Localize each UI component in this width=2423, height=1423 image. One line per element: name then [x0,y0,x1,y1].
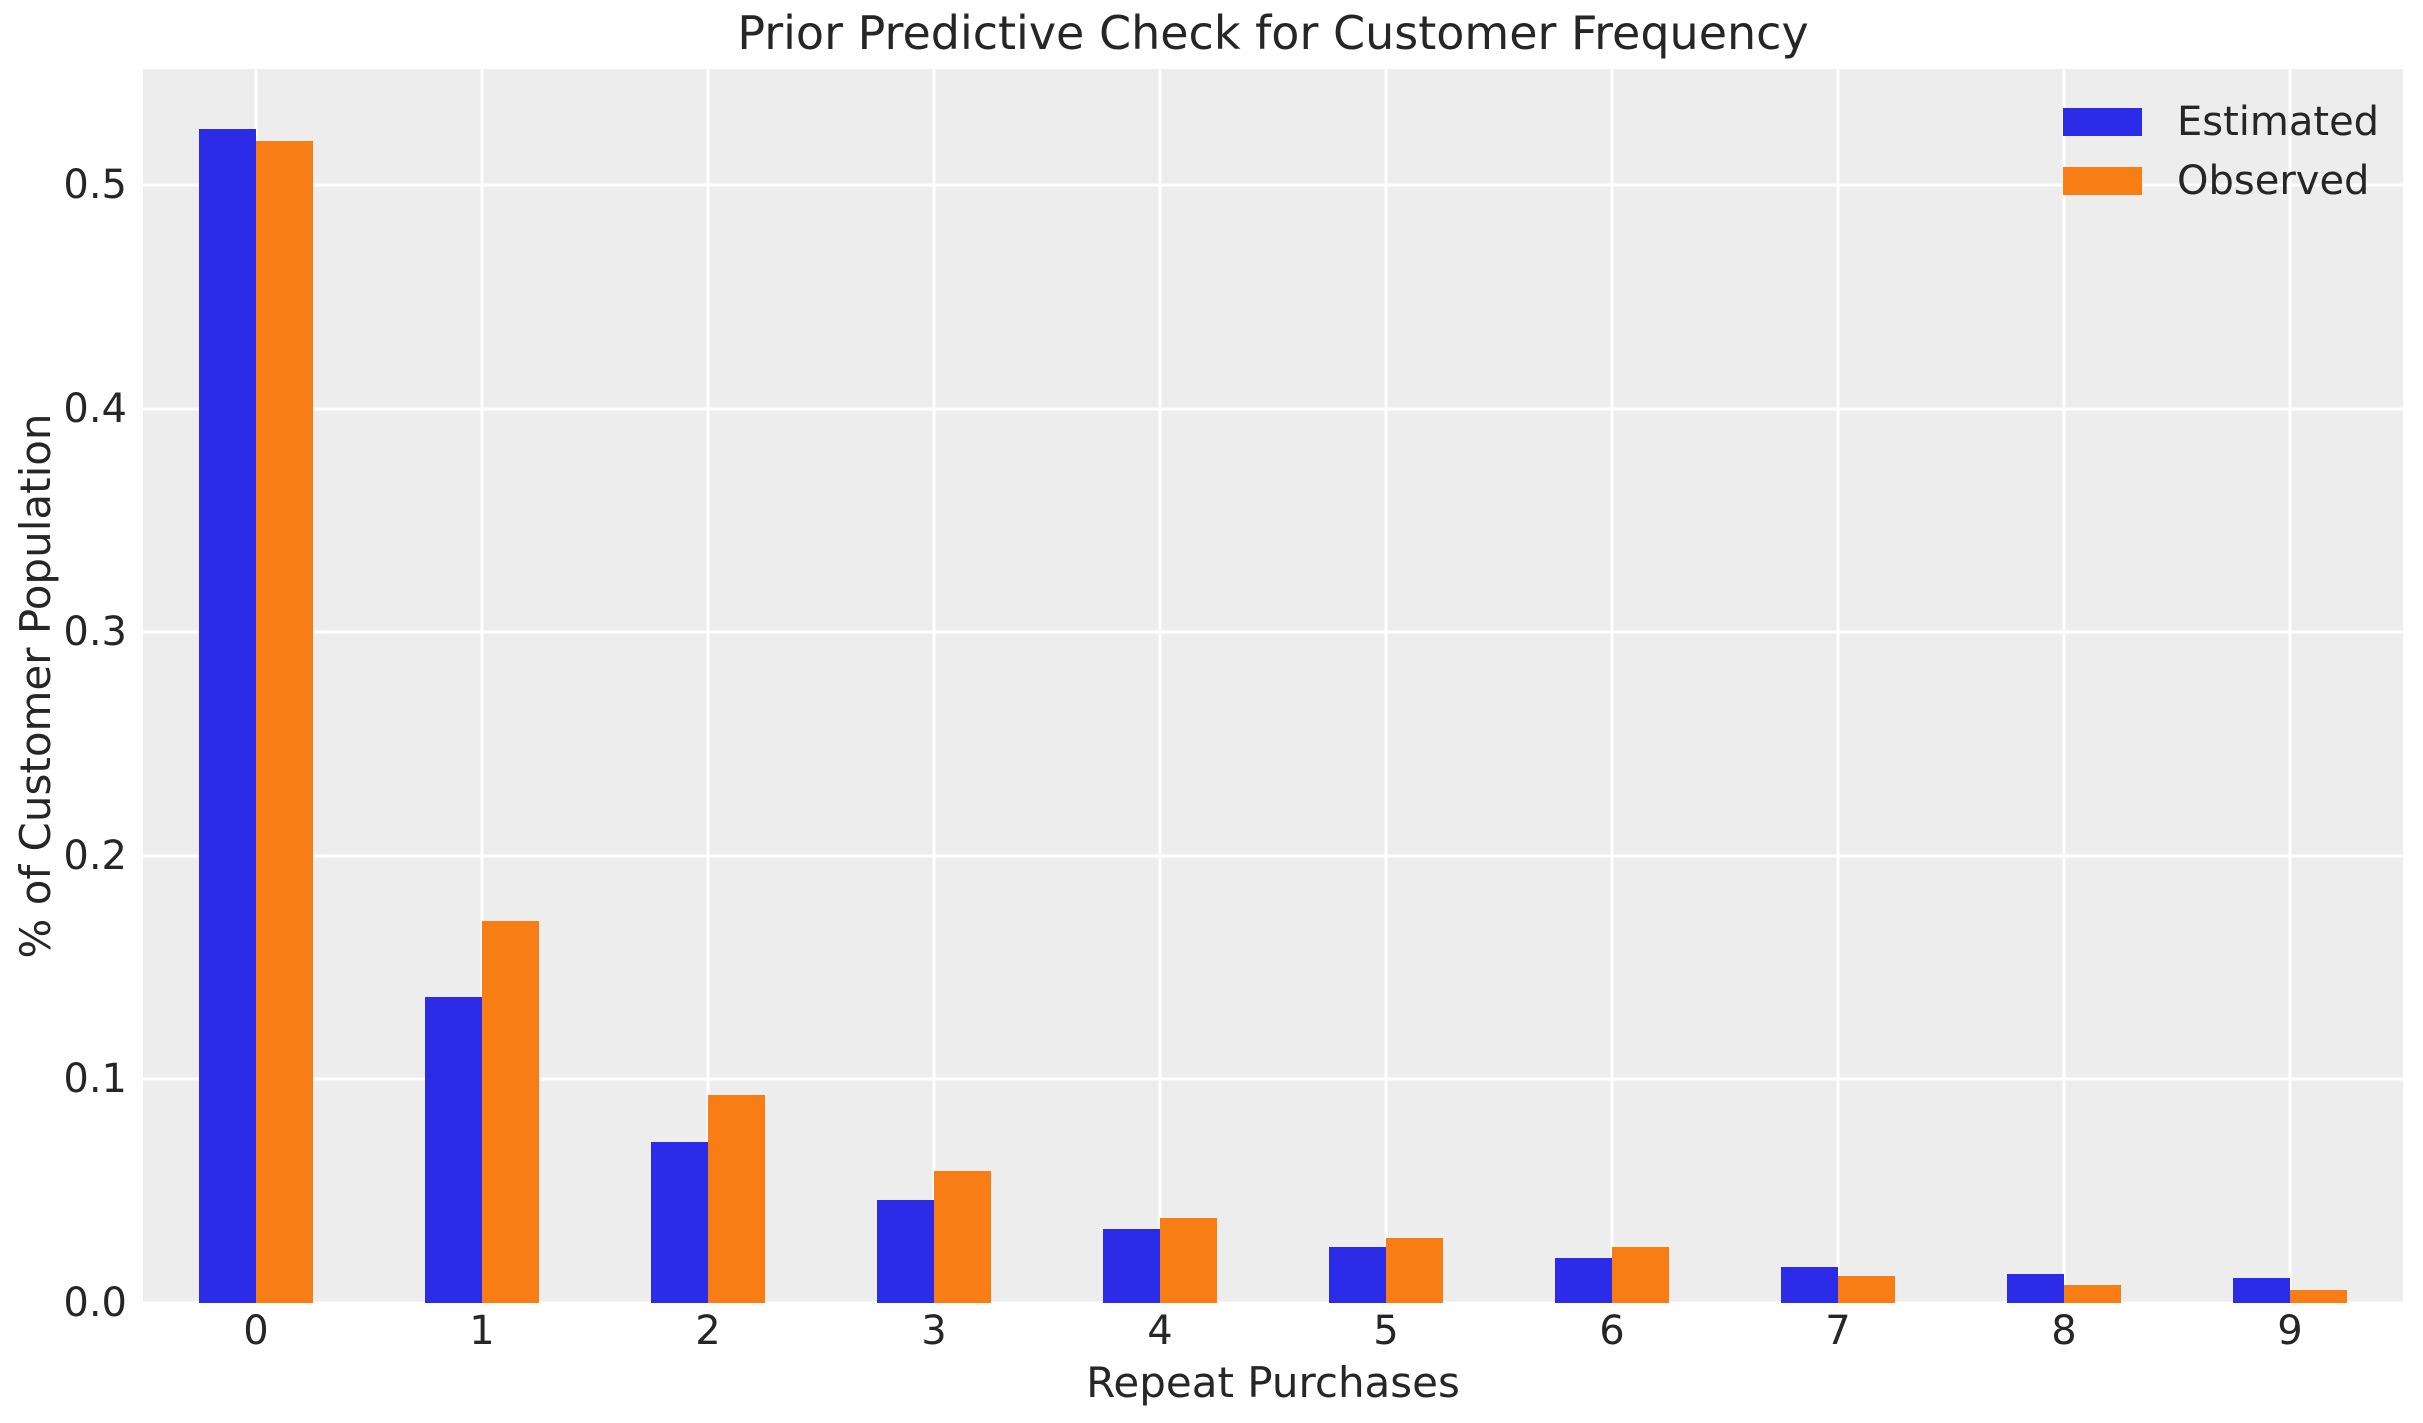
x-tick-label-1: 1 [469,1308,495,1354]
bar-observed-6 [1612,1247,1669,1303]
bar-observed-3 [934,1171,991,1303]
bar-estimated-7 [1781,1267,1838,1303]
y-tick-label-0.1: 0.1 [63,1056,127,1103]
bar-observed-2 [708,1095,765,1303]
bar-estimated-9 [2233,1278,2290,1303]
x-tick-label-4: 4 [1147,1308,1173,1354]
gridline-v-4 [1158,69,1162,1303]
legend-swatch-observed [2063,167,2142,195]
bar-estimated-6 [1555,1258,1612,1303]
bar-estimated-4 [1103,1229,1160,1303]
gridline-v-1 [480,69,484,1303]
plot-area [143,69,2403,1305]
gridline-v-9 [2288,69,2292,1303]
x-tick-label-2: 2 [695,1308,721,1354]
gridline-h-0.4 [143,407,2403,411]
legend-row-estimated: Estimated [2063,102,2379,142]
bar-observed-1 [482,920,539,1303]
gridline-v-2 [706,69,710,1303]
bar-estimated-0 [199,129,256,1303]
y-tick-label-0.0: 0.0 [63,1280,127,1326]
x-tick-label-8: 8 [2051,1308,2077,1354]
y-tick-label-0.5: 0.5 [63,162,127,209]
gridline-v-5 [1384,69,1388,1303]
x-axis-label: Repeat Purchases [1086,1358,1460,1407]
bar-estimated-5 [1329,1247,1386,1303]
x-tick-label-3: 3 [921,1308,947,1354]
y-tick-label-0.2: 0.2 [63,832,127,879]
bar-observed-0 [256,140,313,1303]
gridline-h-0.0 [143,1301,2403,1305]
x-tick-label-6: 6 [1599,1308,1625,1354]
x-tick-label-9: 9 [2277,1308,2303,1354]
bar-observed-5 [1386,1238,1443,1303]
bar-estimated-8 [2007,1273,2064,1303]
legend-label-observed: Observed [2177,158,2370,204]
legend-label-estimated: Estimated [2177,99,2380,145]
y-tick-label-0.4: 0.4 [63,385,127,432]
legend: Estimated Observed [2063,102,2379,226]
gridline-v-3 [932,69,936,1303]
chart-title: Prior Predictive Check for Customer Freq… [737,6,1809,60]
bar-observed-4 [1160,1218,1217,1303]
gridline-h-0.3 [143,630,2403,634]
gridline-v-7 [1836,69,1840,1303]
bar-estimated-2 [651,1142,708,1303]
x-tick-label-5: 5 [1373,1308,1399,1354]
y-tick-label-0.3: 0.3 [63,609,127,656]
x-tick-label-7: 7 [1825,1308,1851,1354]
bar-estimated-3 [877,1200,934,1303]
y-axis-label: % of Customer Population [11,413,60,959]
x-tick-label-0: 0 [243,1308,269,1354]
legend-swatch-estimated [2063,108,2142,136]
bar-estimated-1 [425,996,482,1303]
bar-observed-7 [1838,1276,1895,1303]
gridline-v-6 [1610,69,1614,1303]
legend-row-observed: Observed [2063,161,2379,201]
gridline-v-8 [2062,69,2066,1303]
bar-observed-9 [2290,1289,2347,1303]
gridline-h-0.5 [143,183,2403,187]
gridline-h-0.2 [143,854,2403,858]
gridline-h-0.1 [143,1077,2403,1081]
bar-observed-8 [2064,1285,2121,1303]
